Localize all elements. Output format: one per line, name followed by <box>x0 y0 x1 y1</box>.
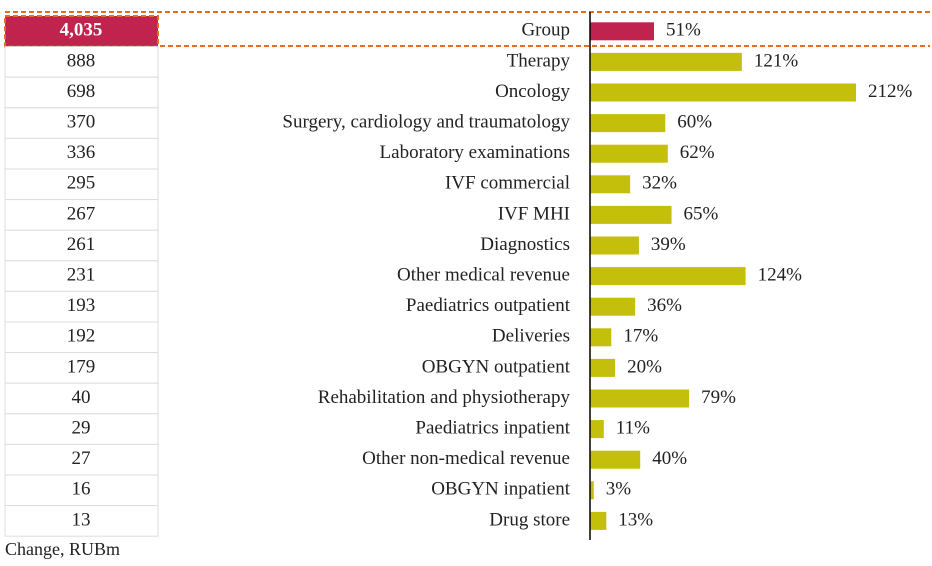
value-label: 13% <box>618 509 653 530</box>
category-label: Diagnostics <box>480 234 570 255</box>
category-label: OBGYN outpatient <box>422 356 571 377</box>
category-label: IVF MHI <box>498 203 570 224</box>
category-label: Laboratory examinations <box>380 142 570 163</box>
change-value: 192 <box>67 326 96 347</box>
change-value: 40 <box>72 387 91 408</box>
bar <box>590 389 690 408</box>
change-value: 27 <box>72 448 91 469</box>
bar <box>590 481 594 500</box>
value-label: 60% <box>677 111 712 132</box>
bar <box>590 420 604 439</box>
change-value: 231 <box>67 264 96 285</box>
change-value: 336 <box>67 142 96 163</box>
category-label: Therapy <box>507 50 571 71</box>
change-value: 4,035 <box>60 20 103 41</box>
value-label: 32% <box>642 173 677 194</box>
category-label: Surgery, cardiology and traumatology <box>282 111 570 132</box>
value-label: 40% <box>652 448 687 469</box>
category-label: Paediatrics inpatient <box>415 417 570 438</box>
bar <box>590 236 639 255</box>
table-cell <box>4 260 159 292</box>
value-label: 79% <box>701 387 736 408</box>
value-label: 121% <box>754 50 799 71</box>
value-label: 39% <box>651 234 686 255</box>
table-cell <box>4 443 159 476</box>
category-label: Other medical revenue <box>397 264 570 285</box>
bar <box>590 511 607 530</box>
bar <box>590 144 668 163</box>
value-label: 212% <box>868 81 913 102</box>
category-label: OBGYN inpatient <box>431 479 571 500</box>
bar <box>590 328 612 347</box>
bar <box>590 52 742 71</box>
category-label: Other non-medical revenue <box>362 448 570 469</box>
table-cell <box>4 505 159 537</box>
change-value: 698 <box>67 81 96 102</box>
table-cell <box>4 107 159 139</box>
table-cell <box>4 168 159 201</box>
table-caption: Change, RUBm <box>5 539 120 559</box>
value-label: 36% <box>647 295 682 316</box>
category-label: Drug store <box>489 509 570 530</box>
value-label: 124% <box>758 264 803 285</box>
value-label: 17% <box>623 326 658 347</box>
category-label: IVF commercial <box>445 173 570 194</box>
change-value: 13 <box>72 509 91 530</box>
value-label: 11% <box>616 417 650 438</box>
change-value: 16 <box>72 479 91 500</box>
bar <box>590 297 636 316</box>
category-label: Rehabilitation and physiotherapy <box>318 387 571 408</box>
change-value: 888 <box>67 50 96 71</box>
category-label: Deliveries <box>492 326 570 347</box>
table-cell <box>4 76 159 109</box>
table-cell <box>4 352 159 384</box>
bar <box>590 22 654 41</box>
category-label: Group <box>521 20 570 41</box>
table-cell <box>4 474 159 507</box>
bar <box>590 114 666 133</box>
value-label: 51% <box>666 20 701 41</box>
value-label: 20% <box>627 356 662 377</box>
table-cell <box>4 229 159 262</box>
change-value: 29 <box>72 417 91 438</box>
bar <box>590 267 746 286</box>
bar <box>590 83 856 102</box>
change-value: 261 <box>67 234 96 255</box>
category-label: Paediatrics outpatient <box>406 295 571 316</box>
value-label: 3% <box>606 479 632 500</box>
change-value: 179 <box>67 356 96 377</box>
change-value: 267 <box>67 203 96 224</box>
table-cell <box>4 199 159 231</box>
change-value: 370 <box>67 111 96 132</box>
table-cell <box>4 413 159 445</box>
bar <box>590 175 631 194</box>
bar <box>590 450 641 469</box>
value-label: 65% <box>684 203 719 224</box>
category-label: Oncology <box>495 81 570 102</box>
bar <box>590 205 672 224</box>
value-label: 62% <box>680 142 715 163</box>
table-cell <box>4 46 159 78</box>
table-cell <box>4 321 159 354</box>
change-value: 295 <box>67 173 96 194</box>
bar <box>590 358 616 377</box>
change-value: 193 <box>67 295 96 316</box>
